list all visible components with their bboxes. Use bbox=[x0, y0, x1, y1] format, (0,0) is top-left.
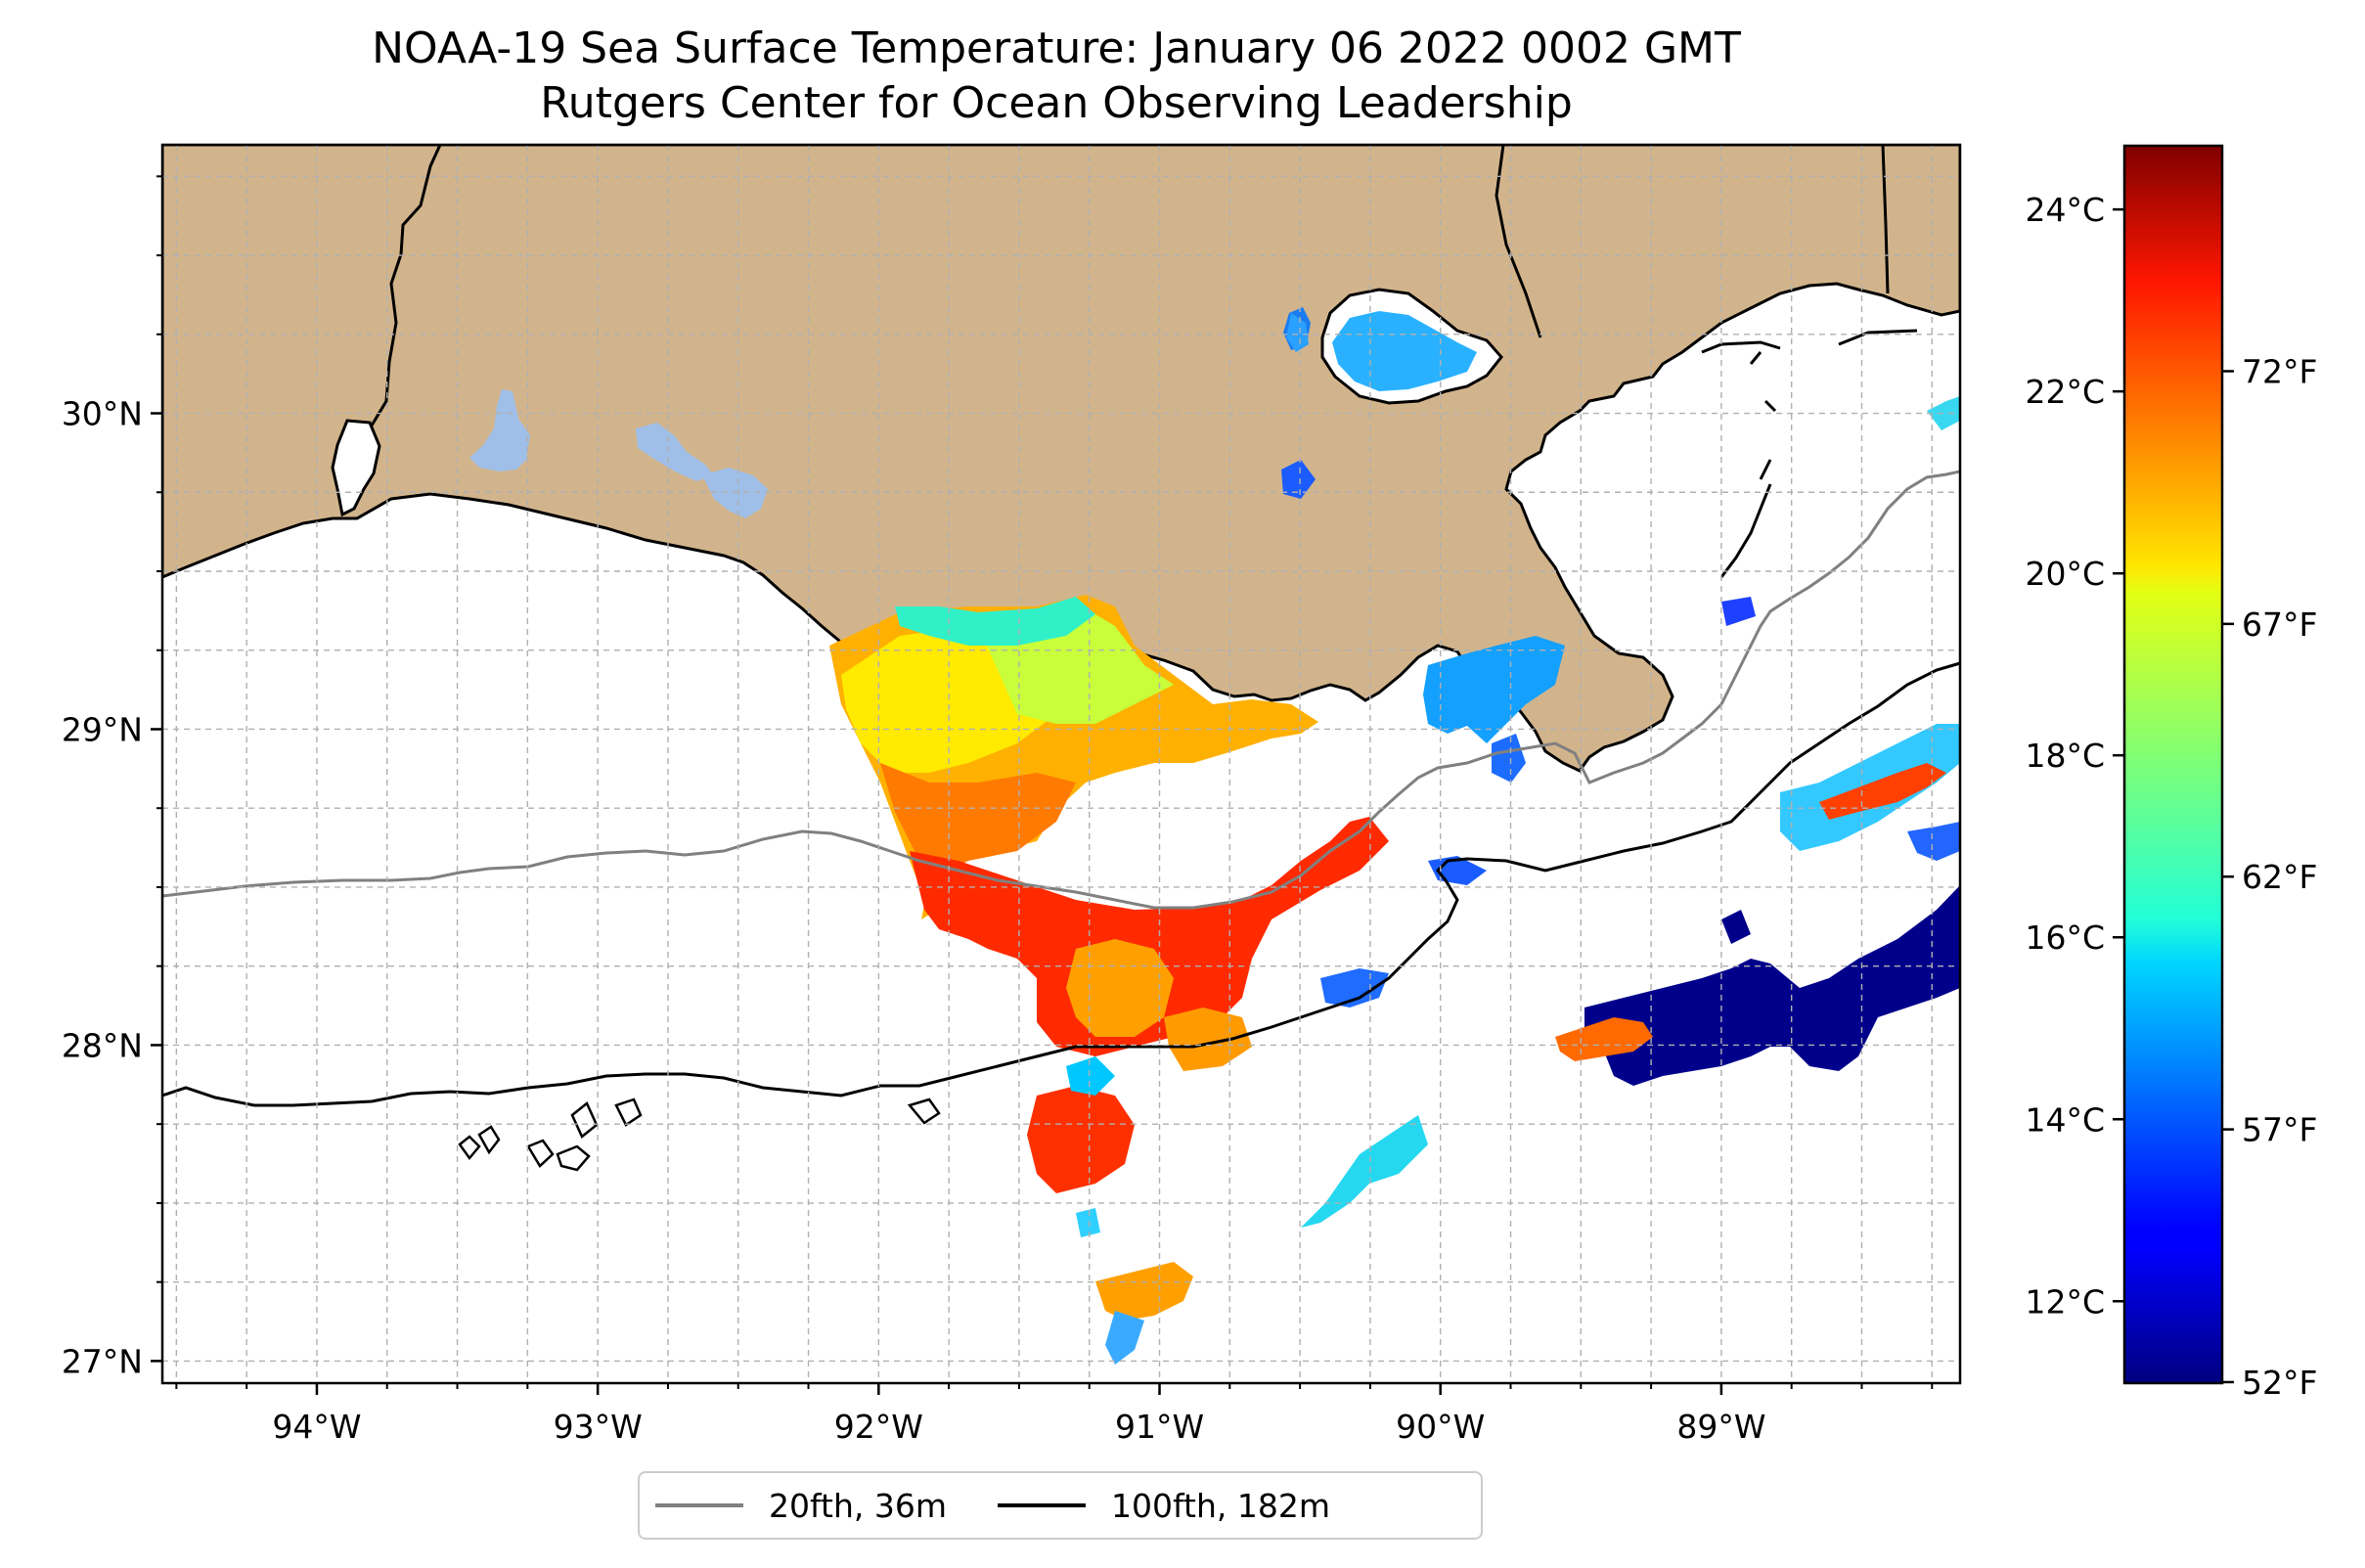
lon-tick-label: 94°W bbox=[272, 1408, 361, 1446]
legend-line-100fth bbox=[998, 1503, 1086, 1507]
fahrenheit-tick-label: 52°F bbox=[2242, 1364, 2317, 1402]
coast-islands bbox=[1701, 329, 1918, 578]
celsius-tick-label: 12°C bbox=[2025, 1282, 2105, 1321]
sst-data bbox=[829, 313, 1960, 1365]
lon-tick-label: 92°W bbox=[834, 1408, 923, 1446]
fahrenheit-tick-label: 72°F bbox=[2242, 352, 2317, 390]
legend-item-20fth: 20fth, 36m bbox=[655, 1487, 947, 1525]
state-boundaries bbox=[370, 145, 1890, 426]
lake-calcasieu bbox=[469, 389, 530, 471]
colorbar bbox=[2124, 146, 2222, 1383]
celsius-tick-label: 16°C bbox=[2025, 918, 2105, 957]
lon-tick-label: 90°W bbox=[1396, 1408, 1485, 1446]
lon-tick-label: 89°W bbox=[1676, 1408, 1765, 1446]
celsius-tick-label: 14°C bbox=[2025, 1100, 2105, 1139]
title-line-2: Rutgers Center for Ocean Observing Leade… bbox=[540, 78, 1573, 128]
legend: 20fth, 36m 100fth, 182m bbox=[638, 1471, 1483, 1540]
celsius-tick-label: 24°C bbox=[2025, 191, 2105, 229]
lon-tick-label: 91°W bbox=[1115, 1408, 1204, 1446]
colorbar-celsius-axis: 12°C 14°C 16°C 18°C 20°C 22°C 24°C bbox=[2025, 191, 2124, 1321]
lake-sabine bbox=[331, 419, 381, 517]
fahrenheit-tick-label: 67°F bbox=[2242, 605, 2317, 644]
lon-tick-label: 93°W bbox=[554, 1408, 643, 1446]
map-frame bbox=[160, 143, 1962, 1385]
lat-tick-label: 28°N bbox=[62, 1026, 143, 1064]
lat-axis: 27°N 28°N 29°N 30°N bbox=[62, 175, 162, 1380]
celsius-tick-label: 22°C bbox=[2025, 373, 2105, 411]
legend-label-100fth: 100fth, 182m bbox=[1111, 1486, 1330, 1525]
lat-tick-label: 27°N bbox=[62, 1342, 143, 1380]
legend-label-20fth: 20fth, 36m bbox=[769, 1486, 947, 1525]
map-title: NOAA-19 Sea Surface Temperature: January… bbox=[156, 22, 1956, 131]
isobath-20fth bbox=[162, 470, 1960, 910]
isobath-100fth bbox=[162, 661, 1960, 1107]
title-line-1: NOAA-19 Sea Surface Temperature: January… bbox=[372, 23, 1741, 73]
colorbar-frame bbox=[2122, 144, 2224, 1385]
fahrenheit-tick-label: 62°F bbox=[2242, 858, 2317, 896]
lat-tick-label: 29°N bbox=[62, 710, 143, 748]
legend-line-20fth bbox=[655, 1503, 743, 1507]
lon-axis: 94°W 93°W 92°W 91°W 90°W 89°W bbox=[175, 1383, 1934, 1446]
lake-grand bbox=[636, 423, 714, 481]
legend-item-100fth: 100fth, 182m bbox=[998, 1487, 1330, 1525]
fahrenheit-tick-label: 57°F bbox=[2242, 1111, 2317, 1149]
celsius-tick-label: 18°C bbox=[2025, 737, 2105, 775]
celsius-tick-label: 20°C bbox=[2025, 555, 2105, 593]
gridlines bbox=[162, 145, 1960, 1383]
small-islands bbox=[458, 1098, 941, 1172]
colorbar-fahrenheit-axis: 52°F 57°F 62°F 67°F 72°F bbox=[2222, 352, 2317, 1402]
map-area bbox=[162, 145, 1960, 1383]
lat-tick-label: 30°N bbox=[62, 395, 143, 433]
lake-white bbox=[702, 468, 768, 518]
